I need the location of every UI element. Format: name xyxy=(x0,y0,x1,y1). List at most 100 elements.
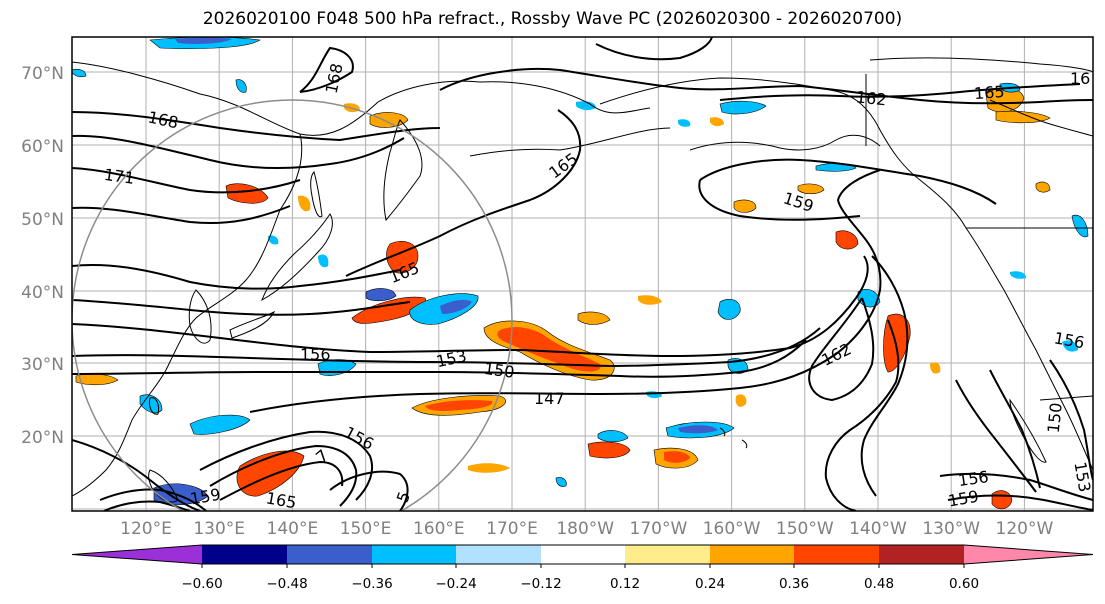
contour-line xyxy=(329,470,409,511)
negative-patch xyxy=(576,101,596,111)
lat-label-50n: 50°N xyxy=(21,210,64,230)
positive-patch xyxy=(733,199,757,213)
coastline-kamchatka xyxy=(383,119,423,222)
contour-line xyxy=(989,369,1041,489)
lat-label-20n: 20°N xyxy=(21,428,64,448)
coastline-hudson xyxy=(989,99,1093,137)
longitude-labels: 120°E 130°E 140°E 150°E 160°E 170°E 180°W 170°W… xyxy=(120,519,1053,539)
lon-label: 160°W xyxy=(703,519,761,539)
map-frame xyxy=(71,36,1094,512)
positive-patch xyxy=(298,195,311,212)
contour-line xyxy=(103,500,191,511)
negative-patch xyxy=(678,119,691,127)
contour-line xyxy=(955,379,1037,493)
contour-line xyxy=(72,263,401,290)
contour-line xyxy=(72,134,405,170)
lon-label: 160°E xyxy=(413,519,465,539)
lon-label: 180°W xyxy=(556,519,614,539)
negative-patch xyxy=(597,430,629,443)
coastline-hawaii xyxy=(719,427,748,449)
latitude-labels: 70°N 60°N 50°N 40°N 30°N 20°N xyxy=(21,64,64,448)
colorbar-segment xyxy=(794,545,879,564)
colorbar-tick-label: 0.12 xyxy=(610,576,640,592)
contour-line xyxy=(72,255,869,358)
colorbar-tick-label: 0.24 xyxy=(695,576,725,592)
colorbar-min-extension xyxy=(72,545,202,564)
positive-patch xyxy=(835,230,859,250)
positive-patch xyxy=(664,451,690,463)
lon-label: 140°W xyxy=(849,519,907,539)
positive-patch xyxy=(797,183,825,195)
negative-patch xyxy=(1062,340,1078,352)
lon-label: 130°W xyxy=(922,519,980,539)
colorbar-segment xyxy=(710,545,794,564)
colorbar-tick-label: −0.48 xyxy=(266,576,307,592)
contour-line xyxy=(1049,359,1093,481)
positive-patch xyxy=(236,450,305,497)
colorbar: −0.60 −0.48 −0.36 −0.24 −0.12 0.12 0.24 0.36 0.4… xyxy=(71,544,1094,592)
negative-patch xyxy=(1071,214,1089,238)
negative-patch xyxy=(189,414,251,435)
colorbar-tick-label: −0.60 xyxy=(181,576,222,592)
contour-label: 156 xyxy=(957,467,990,490)
negative-patch xyxy=(719,100,767,115)
colorbar-segment xyxy=(879,545,964,564)
colorbar-segment xyxy=(372,545,456,564)
map-area xyxy=(72,37,1093,511)
coastline-alaska-south xyxy=(689,134,881,151)
contour-label: 156 xyxy=(300,345,331,364)
contour-label: 150 xyxy=(1044,402,1066,434)
negative-patch xyxy=(175,37,232,44)
map-title: 2026020100 F048 500 hPa refract., Rossby… xyxy=(202,9,903,29)
positive-patch xyxy=(638,295,662,305)
coastline-korea xyxy=(188,289,212,344)
lat-label-40n: 40°N xyxy=(21,283,64,303)
lon-label: 140°E xyxy=(267,519,319,539)
contour-line xyxy=(345,109,582,277)
negative-patch xyxy=(440,299,472,314)
positive-patch xyxy=(710,117,724,127)
negative-patch xyxy=(72,68,87,78)
colorbar-segment xyxy=(625,545,710,564)
coastline-japan-south xyxy=(229,310,276,339)
positive-patch xyxy=(1035,181,1051,193)
lat-label-60n: 60°N xyxy=(21,137,64,157)
negative-patch xyxy=(1010,271,1026,279)
colorbar-max-extension xyxy=(964,545,1093,564)
lon-label: 150°W xyxy=(776,519,834,539)
lon-label: 170°W xyxy=(630,519,688,539)
colorbar-tick-label: 0.36 xyxy=(779,576,809,592)
contour-label: 150 xyxy=(483,359,516,382)
negative-patch xyxy=(235,79,247,93)
border-us-mexico xyxy=(1039,395,1093,401)
positive-patch xyxy=(991,490,1013,510)
positive-patch xyxy=(735,394,747,407)
lon-label: 150°E xyxy=(340,519,392,539)
positive-patch xyxy=(995,110,1051,124)
colorbar-segment xyxy=(541,545,625,564)
positive-patch xyxy=(425,400,493,411)
contour-line xyxy=(219,460,344,501)
contour-line xyxy=(699,158,997,205)
contour-label: 171 xyxy=(103,165,136,188)
contour-line xyxy=(698,179,861,221)
negative-patch xyxy=(318,254,329,268)
colorbar-segment xyxy=(202,545,287,564)
colorbar-segment xyxy=(456,545,541,564)
contour-line xyxy=(99,488,207,511)
contour-label: 16 xyxy=(1070,69,1090,88)
contour-line xyxy=(719,83,1081,101)
contour-line xyxy=(72,111,441,142)
contour-line xyxy=(808,297,875,402)
coastline-alaska xyxy=(599,77,967,229)
positive-patch xyxy=(577,311,611,325)
positive-patch xyxy=(468,463,510,473)
contour-line xyxy=(199,430,374,501)
contour-line xyxy=(299,46,354,93)
lat-label-70n: 70°N xyxy=(21,64,64,84)
lon-label: 120°W xyxy=(996,519,1054,539)
contour-label: 165 xyxy=(973,82,1005,103)
coastline-north-america xyxy=(965,227,1093,471)
contour-line xyxy=(824,319,900,511)
colorbar-tick-label: 0.48 xyxy=(864,576,894,592)
